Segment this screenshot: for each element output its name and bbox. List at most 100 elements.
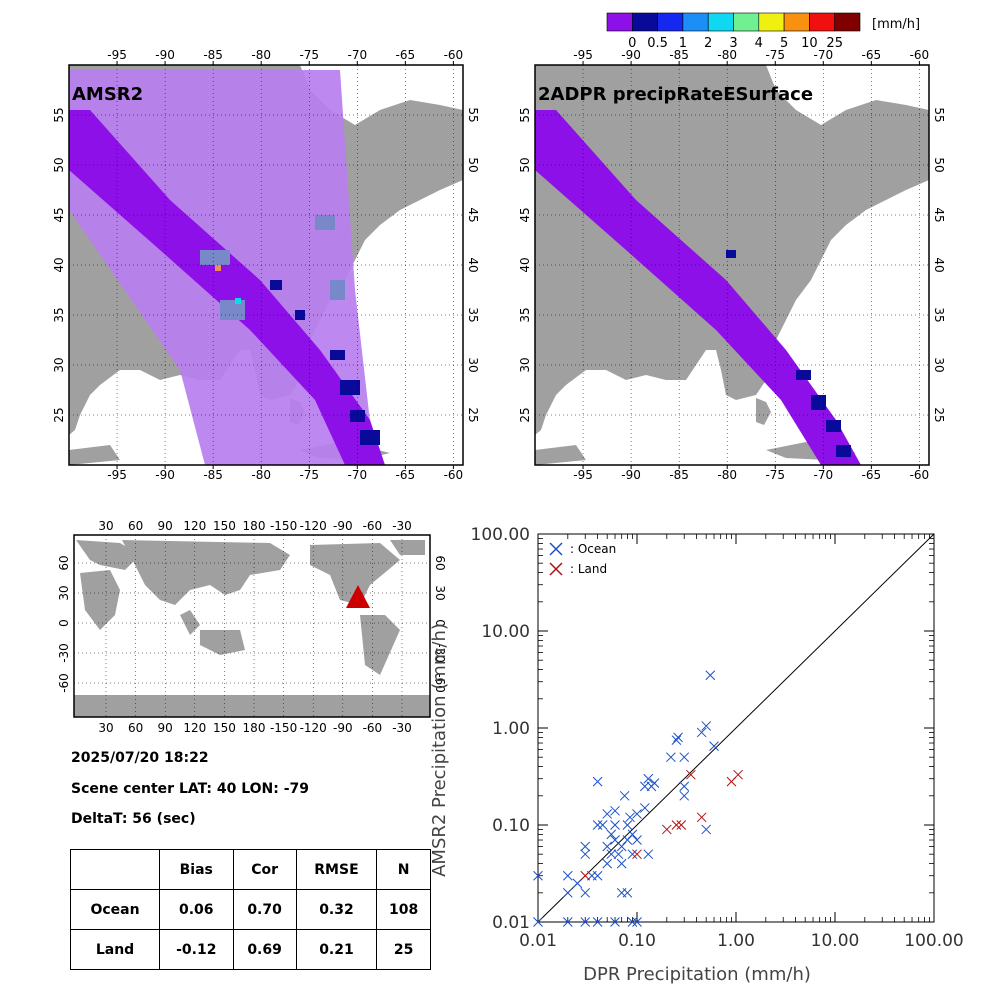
lat-tick-label-right: 25 [932,407,946,422]
ocean-point [632,835,642,845]
lon-tick-label-bottom: -95 [107,468,127,482]
world-lon-label-bottom: 120 [183,721,206,735]
ocean-point [701,721,712,731]
lat-tick-label-left: 30 [518,357,532,372]
lon-tick-label-bottom: -75 [765,468,785,482]
world-lon-label-bottom: 90 [158,721,173,735]
colorbar-label: 1 [679,36,687,51]
lat-tick-label-right: 25 [466,407,480,422]
ocean-point [562,870,573,881]
lon-tick-label-bottom: -65 [862,468,882,482]
stats-header: Cor [232,849,297,890]
lat-tick-label-right: 30 [932,357,946,372]
world-lon-label-bottom: -150 [270,721,297,735]
world-lon-label-bottom: -60 [363,721,383,735]
ocean-point [616,858,627,869]
lat-tick-label-right: 45 [466,207,480,222]
ocean-point [580,887,591,898]
stats-bias: -0.12 [159,929,234,970]
lon-tick-label-top: -75 [299,50,319,62]
lat-tick-label-right: 40 [466,257,480,272]
lat-tick-label-left: 55 [518,107,532,122]
world-lon-label-top: -120 [300,519,327,533]
colorbar-swatch [733,12,760,32]
stats-header: N [376,849,431,890]
y-tick-label: 10.00 [481,622,530,642]
land-point [580,870,591,881]
ocean-point [701,824,712,835]
world-lat-label-right: -30 [433,643,447,663]
map-tick-labels: -95 -95 -90 -90 -85 -85 -80 -80 -75 -75 -70 -70 -65 -… [518,50,946,482]
scatter-tick-labels: 0.010.01 0.10 0.10 1.00 1.00 10.00 10.00 100.00… [471,525,964,951]
colorbar-label: 0 [628,36,636,51]
map-title-right: 2ADPR precipRateESurface [538,84,813,105]
lon-tick-label-top: -85 [669,50,689,62]
lon-tick-label-bottom: -65 [396,468,416,482]
world-lon-label-bottom: 60 [128,721,143,735]
x-axis-label: DPR Precipitation (mm/h) [583,964,811,985]
world-lon-label-bottom: 150 [213,721,236,735]
y-tick-label: 1.00 [492,719,530,739]
world-lon-label-top: -90 [333,519,353,533]
amsr2-swath [69,70,385,465]
map-gridlines [69,61,463,469]
ocean-point [622,820,633,830]
ocean-point [643,849,654,860]
lat-tick-label-left: 40 [52,257,66,272]
stats-table: Bias Cor RMSE N Ocean 0.06 0.70 0.32 108… [69,849,431,970]
world-lon-label-bottom: -30 [392,721,412,735]
lat-tick-label-right: 50 [932,157,946,172]
lon-tick-label-top: -70 [347,50,367,62]
land-point [632,849,642,860]
lon-tick-label-top: -60 [444,50,464,62]
stats-header: RMSE [295,849,378,890]
colorbar-label: 4 [755,36,763,51]
stats-row-label: Land [69,929,161,970]
x-tick-label: 100.00 [904,931,963,951]
ocean-point [602,858,613,869]
colorbar-swatch [657,12,684,32]
ocean-point [533,917,543,927]
stats-n: 25 [376,929,431,970]
y-tick-label: 100.00 [471,525,530,545]
colorbar-swatch [834,12,861,32]
world-lat-label-right: 0 [433,619,447,627]
scatter-points [533,670,743,927]
lon-tick-label-top: -85 [203,50,223,62]
one-to-one-line [537,533,935,923]
colorbar-boxes [606,12,861,32]
ocean-point [592,870,603,881]
lon-tick-label-bottom: -60 [444,468,464,482]
lat-tick-label-left: 50 [518,157,532,172]
land-point [686,769,696,780]
lon-tick-label-top: -65 [396,50,416,62]
world-lat-label-left: 0 [57,619,71,627]
ocean-point [580,849,591,860]
ocean-point [610,820,620,830]
lat-tick-label-right: 40 [932,257,946,272]
lat-tick-label-right: 35 [932,307,946,322]
ocean-point [602,841,613,852]
ocean-point [627,829,638,840]
land-point [676,820,687,830]
world-lon-label-top: 30 [98,519,113,533]
world-lon-label-top: 60 [128,519,143,533]
y-axis-label: AMSR2 Precipitation (mm/h) [429,623,450,877]
ocean-point [709,741,719,752]
world-gridlines [74,535,430,717]
lon-tick-label-bottom: -90 [155,468,175,482]
lon-tick-label-top: -80 [717,50,737,62]
ocean-point [666,752,676,763]
x-tick-label: 1.00 [717,931,755,951]
stats-header: Bias [159,849,234,890]
lon-tick-label-bottom: -70 [347,468,367,482]
ocean-point [616,841,627,852]
ocean-point [627,917,638,927]
lon-tick-label-top: -65 [862,50,882,62]
ocean-point [679,781,690,792]
colorbar-label: 25 [826,36,843,51]
legend-land-marker [549,562,563,576]
lon-tick-label-top: -95 [107,50,127,62]
lon-tick-label-top: -75 [765,50,785,62]
scatter-legend: : Ocean: Land [549,542,616,576]
